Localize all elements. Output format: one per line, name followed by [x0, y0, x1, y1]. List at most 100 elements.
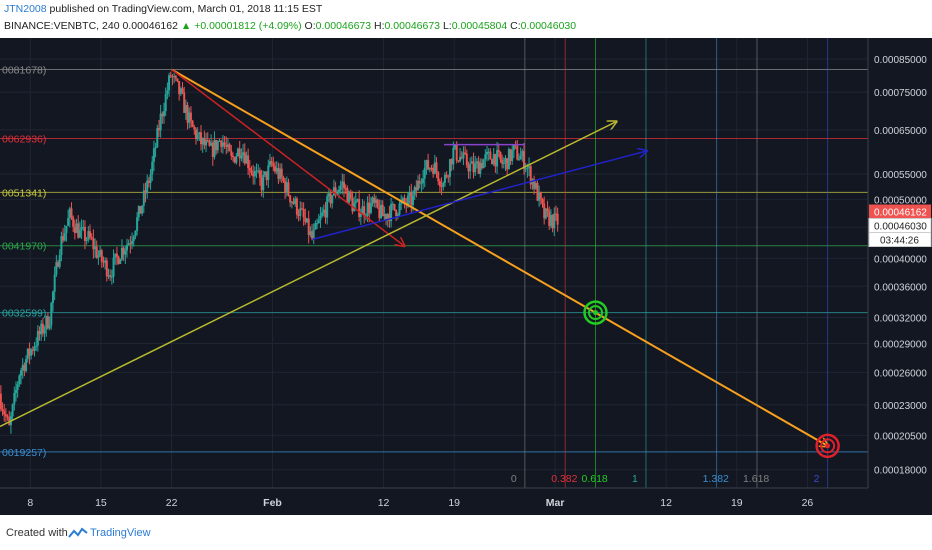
- candle-up: [87, 231, 90, 240]
- candle-down: [548, 211, 551, 226]
- candle-down: [304, 217, 307, 223]
- candle-up: [528, 166, 531, 168]
- candle-down: [231, 155, 234, 158]
- candle-up: [356, 199, 359, 201]
- candle-up: [263, 171, 266, 175]
- candle-up: [107, 275, 110, 277]
- candle-up: [188, 112, 191, 123]
- candle-up: [538, 192, 541, 201]
- price-badge-label: 0.00046162: [874, 208, 927, 219]
- candles: [0, 71, 559, 434]
- price-tick-label: 0.00029000: [874, 340, 927, 351]
- candle-up: [544, 208, 547, 219]
- candle-down: [334, 187, 337, 195]
- price-tick-label: 0.00085000: [874, 55, 927, 66]
- candle-up: [253, 170, 256, 177]
- candle-up: [78, 229, 81, 238]
- candle-up: [475, 161, 478, 164]
- candle-down: [499, 152, 502, 160]
- candle-down: [522, 151, 525, 169]
- price-tick-label: 0.00040000: [874, 254, 927, 265]
- candle-down: [220, 140, 223, 147]
- price-tick-label: 0.00026000: [874, 368, 927, 379]
- candle-down: [6, 416, 9, 418]
- candle-up: [502, 162, 505, 164]
- candle-down: [206, 140, 209, 142]
- candle-up: [492, 154, 495, 165]
- candle-down: [477, 161, 480, 174]
- candle-up: [13, 392, 16, 405]
- candle-down: [464, 152, 467, 154]
- symbol-label: BINANCE:VENBTC, 240: [4, 20, 120, 32]
- candle-down: [467, 165, 470, 172]
- tradingview-logo-icon: [68, 527, 88, 538]
- price-tick-label: 0.00055000: [874, 170, 927, 181]
- blue-uptrend-line: [312, 151, 646, 241]
- candle-up: [290, 201, 293, 203]
- candle-down: [0, 393, 2, 409]
- candle-down: [109, 275, 112, 277]
- price-badge-box: [869, 204, 931, 219]
- candle-up: [470, 161, 473, 164]
- candle-down: [147, 180, 150, 183]
- price-tick-label: 0.00023000: [874, 401, 927, 412]
- candle-up: [366, 202, 369, 217]
- candle-down: [284, 181, 287, 193]
- candle-down: [277, 168, 280, 179]
- candle-down: [228, 144, 231, 151]
- price-tick-label: 0.00065000: [874, 126, 927, 137]
- candle-up: [553, 213, 556, 229]
- time-axis[interactable]: [0, 488, 932, 515]
- candle-up: [285, 182, 288, 193]
- candle-up: [65, 225, 68, 233]
- level-label: 0019257): [2, 447, 46, 459]
- candle-down: [161, 113, 164, 117]
- candle-down: [258, 170, 261, 178]
- candlestick-chart[interactable]: 0081678) 0062936) 0051341) 0041970) 0032599)…: [0, 38, 932, 515]
- candle-up: [127, 243, 130, 245]
- fib-time-label: 0.382: [551, 473, 577, 485]
- candle-up: [485, 152, 488, 155]
- candle-down: [302, 209, 305, 218]
- candle-down: [435, 162, 438, 173]
- candle-down: [480, 162, 483, 169]
- candle-down: [247, 155, 250, 168]
- candle-up: [413, 187, 416, 196]
- candle-up: [213, 140, 216, 157]
- candle-up: [154, 147, 157, 149]
- author-link[interactable]: JTN2008: [4, 3, 47, 15]
- candle-up: [417, 180, 420, 191]
- candle-down: [494, 154, 497, 167]
- price-badge-label: 0.00046030: [874, 222, 927, 233]
- candle-up: [484, 154, 487, 160]
- candle-up: [141, 205, 144, 214]
- candle-down: [292, 201, 295, 204]
- chart-area[interactable]: 0081678) 0062936) 0051341) 0041970) 0032599)…: [0, 38, 932, 515]
- fib-time-label: 0.618: [581, 473, 607, 485]
- candle-up: [137, 206, 140, 218]
- candle-down: [516, 145, 519, 160]
- candle-down: [248, 167, 251, 171]
- candle-up: [316, 223, 319, 225]
- candle-down: [472, 161, 475, 173]
- candle-up: [420, 183, 423, 185]
- candle-up: [425, 160, 428, 168]
- candle-down: [450, 159, 453, 165]
- green-target-center: [592, 310, 598, 316]
- candle-up: [11, 404, 14, 417]
- candle-up: [240, 155, 243, 159]
- candle-up: [166, 90, 169, 94]
- candle-down: [447, 176, 450, 178]
- price-axis[interactable]: [868, 38, 932, 488]
- candle-up: [255, 170, 258, 172]
- candle-down: [489, 151, 492, 160]
- candle-down: [176, 78, 179, 82]
- tradingview-brand-link[interactable]: TradingView: [90, 527, 151, 539]
- candle-up: [391, 203, 394, 205]
- trend-lines[interactable]: [0, 68, 828, 445]
- candle-down: [31, 349, 34, 351]
- candle-down: [62, 236, 65, 241]
- candle-up: [132, 236, 135, 241]
- open-value: 0.00046673: [315, 20, 372, 32]
- candle-up: [448, 159, 451, 177]
